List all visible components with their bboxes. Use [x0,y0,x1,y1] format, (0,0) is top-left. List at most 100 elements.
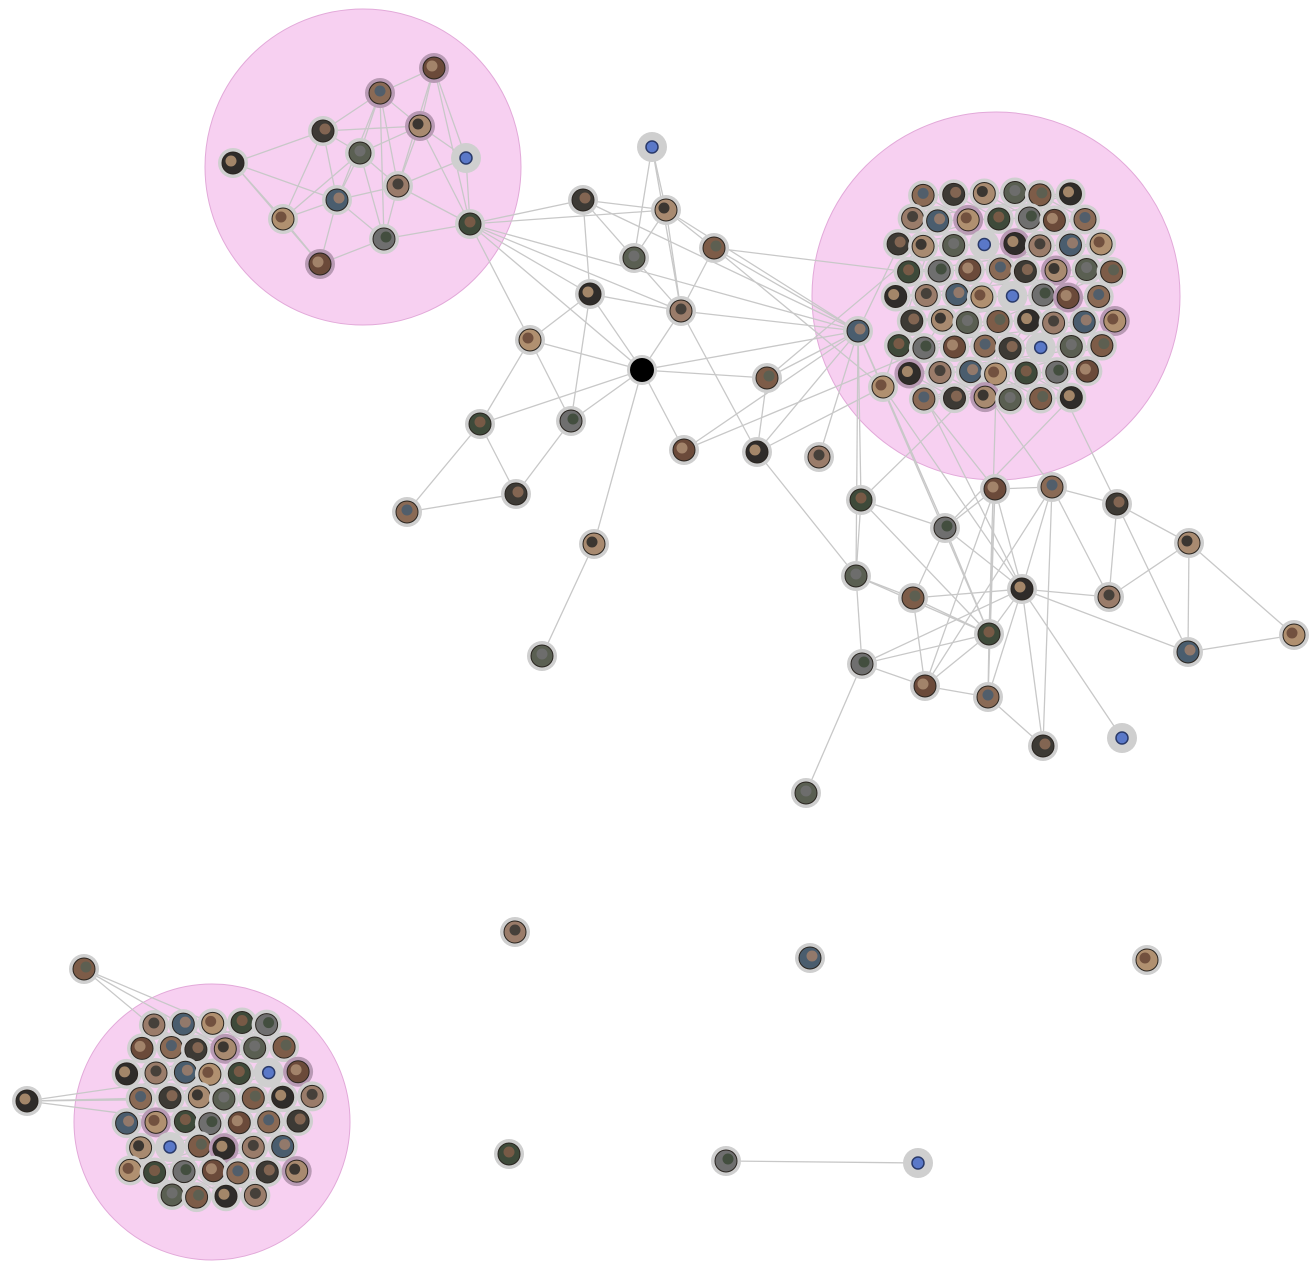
graph-node[interactable] [1096,256,1127,287]
graph-node[interactable] [1055,178,1086,209]
graph-node[interactable] [141,1058,171,1089]
graph-node[interactable] [322,185,352,215]
graph-node[interactable] [168,1009,199,1040]
graph-node[interactable] [239,1032,270,1063]
graph-node[interactable] [12,1086,42,1116]
graph-node[interactable] [742,437,772,467]
graph-node[interactable] [669,435,699,465]
graph-node[interactable] [795,943,825,973]
graph-node[interactable] [970,382,1001,413]
graph-node[interactable] [791,778,821,808]
graph-node[interactable] [896,306,927,337]
graph-node[interactable] [969,178,1000,209]
graph-node[interactable] [927,305,958,336]
graph-node[interactable] [253,1106,284,1137]
graph-node[interactable] [194,1059,225,1090]
graph-node[interactable] [125,1132,156,1163]
graph-node[interactable] [283,1056,314,1087]
graph-node[interactable] [579,529,609,559]
graph-node[interactable] [898,583,928,613]
graph-node[interactable] [194,1108,225,1139]
graph-node[interactable] [69,954,99,984]
graph-node[interactable] [141,1107,171,1138]
graph-node[interactable] [1028,280,1059,311]
graph-node[interactable] [1011,358,1042,389]
graph-node[interactable] [1010,256,1041,287]
graph-node[interactable] [392,497,422,527]
graph-node[interactable] [1132,945,1162,975]
graph-node[interactable] [222,1157,253,1188]
graph-node[interactable] [251,1009,282,1040]
graph-node[interactable] [111,1108,142,1139]
graph-node[interactable] [883,330,914,361]
graph-node[interactable] [925,357,955,388]
graph-node[interactable] [846,485,876,515]
graph-node[interactable] [208,1133,239,1164]
graph-node[interactable] [240,1180,271,1211]
graph-node[interactable] [1279,620,1309,650]
graph-node[interactable] [1025,383,1056,414]
graph-node[interactable] [1099,306,1130,337]
graph-node[interactable] [1037,472,1067,502]
graph-node[interactable] [619,243,649,273]
graph-node[interactable] [911,280,942,311]
graph-node[interactable] [139,1157,170,1188]
graph-node[interactable] [1028,731,1058,761]
graph-node[interactable] [1024,179,1055,210]
graph-node[interactable] [938,230,969,261]
graph-node[interactable] [156,1032,187,1063]
graph-node[interactable] [999,177,1030,208]
graph-node[interactable] [651,195,681,225]
graph-node[interactable] [419,53,449,83]
graph-node[interactable] [224,1107,255,1138]
graph-node[interactable] [804,442,834,472]
graph-node[interactable] [575,279,605,309]
graph-node[interactable] [1070,204,1100,235]
graph-node[interactable] [1173,637,1203,667]
graph-node[interactable] [973,682,1003,712]
graph-node[interactable] [267,1131,298,1162]
graph-node[interactable] [699,233,729,263]
graph-node[interactable] [999,228,1030,259]
graph-node[interactable] [253,1057,284,1088]
graph-node[interactable] [908,231,939,262]
graph-node[interactable] [268,204,298,234]
graph-node[interactable] [938,179,969,210]
graph-node[interactable] [180,1034,211,1065]
graph-node[interactable] [297,1081,328,1112]
graph-node[interactable] [238,1132,269,1163]
graph-node[interactable] [1041,255,1071,286]
graph-node[interactable] [995,333,1026,364]
graph-node[interactable] [238,1083,269,1114]
graph-node[interactable] [169,1156,199,1187]
graph-node[interactable] [883,229,914,259]
graph-node[interactable] [983,203,1014,234]
graph-node[interactable] [501,479,531,509]
graph-node[interactable] [252,1157,283,1188]
graph-node[interactable] [198,1155,229,1186]
graph-node[interactable] [127,1033,157,1064]
graph-node[interactable] [1102,489,1132,519]
graph-node[interactable] [269,1032,300,1063]
graph-node[interactable] [125,1083,156,1114]
graph-node[interactable] [1086,229,1117,259]
graph-node[interactable] [952,307,983,338]
graph-node[interactable] [953,204,984,235]
graph-node[interactable] [997,281,1028,311]
graph-node[interactable] [210,1033,241,1064]
graph-node[interactable] [955,356,986,387]
graph-node[interactable] [1038,307,1069,338]
graph-node[interactable] [500,917,530,947]
graph-node[interactable] [281,1156,312,1187]
graph-node[interactable] [1024,230,1055,261]
graph-node[interactable] [1086,330,1117,361]
graph-node[interactable] [939,383,970,414]
graph-node[interactable] [494,1139,524,1169]
graph-node[interactable] [843,316,873,346]
graph-node[interactable] [515,325,545,355]
graph-node[interactable] [627,355,657,385]
graph-node[interactable] [345,138,375,168]
graph-node[interactable] [1094,582,1124,612]
graph-node[interactable] [1053,282,1084,313]
graph-node[interactable] [211,1181,241,1212]
